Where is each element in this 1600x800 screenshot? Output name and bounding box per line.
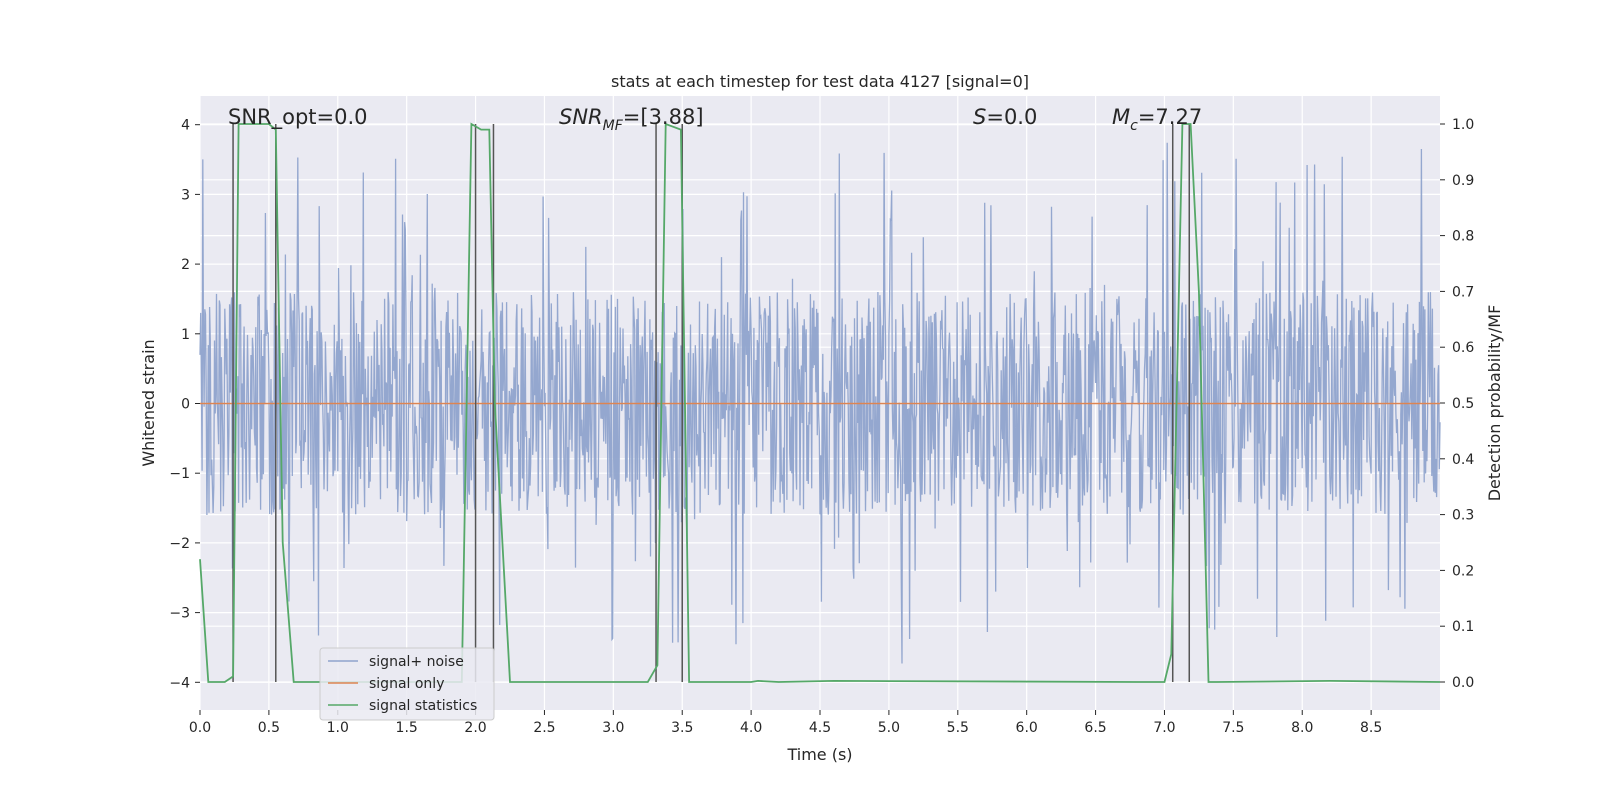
y-tick-label: −1 [169,466,190,482]
x-tick-label: 2.5 [533,720,555,736]
y2-tick-label: 0.0 [1452,675,1474,691]
y2-tick-label: 0.6 [1452,340,1474,356]
snr-mf-value: =[3.88] [623,105,704,129]
x-tick-label: 2.0 [464,720,486,736]
mc-value: =7.27 [1138,105,1202,129]
y2-tick-label: 0.7 [1452,284,1474,300]
y2-tick-label: 0.9 [1452,173,1474,189]
y-tick-label: 0 [181,397,190,413]
mc-sub: c [1130,118,1138,134]
x-tick-label: 4.0 [740,720,762,736]
y2-axis-ticks: 0.0 0.1 0.2 0.3 0.4 0.5 0.6 0.7 0.8 0.9 1.0 [1440,117,1474,691]
legend-box [319,647,495,721]
annotation-s: S=0.0 [973,105,1037,129]
y-tick-label: 1 [181,327,190,343]
x-tick-label: 6.5 [1084,720,1106,736]
x-tick-label: 5.5 [947,720,969,736]
x-tick-label: 6.0 [1016,720,1038,736]
annotation-mc: Mc=7.27 [1112,105,1202,134]
x-tick-label: 3.0 [602,720,624,736]
s-value: =0.0 [986,105,1037,129]
y2-tick-label: 0.1 [1452,619,1474,635]
s-symbol: S [973,105,986,129]
legend-label-signal-only: signal only [369,676,444,692]
snr-mf-sub: MF [603,118,624,134]
snr-mf-base: SNR [559,105,603,129]
x-tick-label: 3.5 [671,720,693,736]
signal-statistics-line [199,122,1441,683]
x-tick-label: 7.5 [1222,720,1244,736]
annotation-snr-opt: SNR_opt=0.0 [228,105,368,130]
y2-tick-label: 0.4 [1452,452,1474,468]
x-axis-ticks: 0.0 0.5 1.0 1.5 2.0 2.5 3.0 3.5 4.0 4.5 5.0 5.5 6.0 6… [189,710,1382,736]
chart-title: stats at each timestep for test data 412… [611,72,1029,91]
x-tick-label: 4.5 [809,720,831,736]
x-tick-label: 8.5 [1360,720,1382,736]
y-axis-label: Whitened strain [139,339,158,466]
x-tick-label: 5.0 [878,720,900,736]
y-tick-label: 2 [181,257,190,273]
x-tick-label: 8.0 [1291,720,1313,736]
mc-base: M [1112,105,1130,129]
y-tick-label: 4 [181,118,190,134]
vertical-markers [232,124,1191,682]
x-tick-label: 1.5 [396,720,418,736]
y2-tick-label: 0.5 [1452,396,1474,412]
signal-statistics-series [199,122,1441,683]
y2-tick-label: 0.8 [1452,229,1474,245]
x-axis-label: Time (s) [786,745,852,764]
x-tick-label: 1.0 [327,720,349,736]
legend-label-signal-noise: signal+ noise [369,654,464,670]
x-tick-label: 7.0 [1153,720,1175,736]
y2-tick-label: 0.2 [1452,563,1474,579]
signal-noise-line [199,142,1441,664]
legend-label-signal-statistics: signal statistics [369,698,477,714]
y-tick-label: 3 [181,187,190,203]
y-tick-label: −4 [169,675,190,691]
y-tick-label: −3 [169,606,190,622]
annotation-snr-mf: SNRMF=[3.88] [559,105,704,134]
y2-tick-label: 0.3 [1452,508,1474,524]
y-axis-ticks: −4 −3 −2 −1 0 1 2 3 4 [169,118,200,691]
y-tick-label: −2 [169,536,190,552]
x-tick-label: 0.5 [258,720,280,736]
y2-axis-label: Detection probability/MF [1485,305,1504,502]
legend: signal+ noise signal only signal statist… [319,647,495,721]
y2-tick-label: 1.0 [1452,117,1474,133]
x-tick-label: 0.0 [189,720,211,736]
signal-noise-series [199,142,1441,664]
